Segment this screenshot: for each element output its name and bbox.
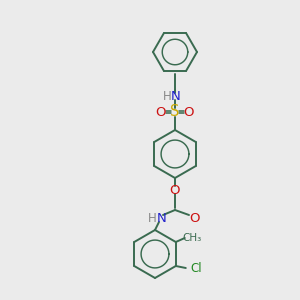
Text: H: H: [163, 89, 171, 103]
Text: S: S: [170, 104, 180, 119]
Text: Cl: Cl: [190, 262, 202, 275]
Text: N: N: [157, 212, 167, 224]
Text: O: O: [156, 106, 166, 118]
Text: N: N: [171, 89, 181, 103]
Text: O: O: [190, 212, 200, 224]
Text: H: H: [148, 212, 156, 224]
Text: O: O: [184, 106, 194, 118]
Text: CH₃: CH₃: [182, 233, 201, 243]
Text: O: O: [170, 184, 180, 196]
